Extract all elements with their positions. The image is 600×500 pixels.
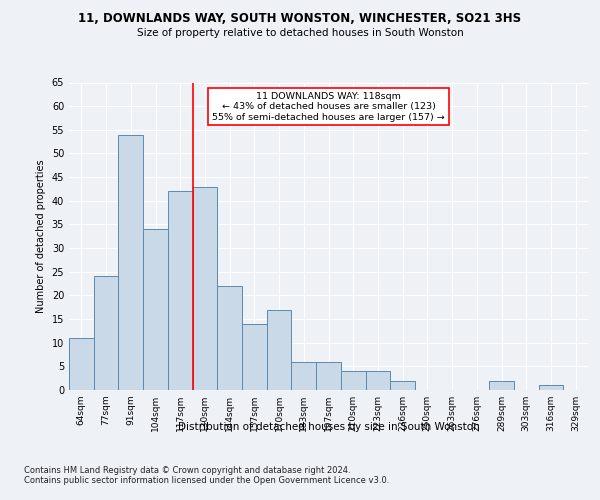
Bar <box>168 192 193 390</box>
Bar <box>292 362 316 390</box>
Bar <box>267 310 292 390</box>
Bar <box>69 338 94 390</box>
Text: 11, DOWNLANDS WAY, SOUTH WONSTON, WINCHESTER, SO21 3HS: 11, DOWNLANDS WAY, SOUTH WONSTON, WINCHE… <box>79 12 521 26</box>
Bar <box>539 386 563 390</box>
Bar <box>143 229 168 390</box>
Bar <box>341 371 365 390</box>
Bar <box>242 324 267 390</box>
Bar <box>94 276 118 390</box>
Bar <box>316 362 341 390</box>
Text: 11 DOWNLANDS WAY: 118sqm
← 43% of detached houses are smaller (123)
55% of semi-: 11 DOWNLANDS WAY: 118sqm ← 43% of detach… <box>212 92 445 122</box>
Bar <box>118 134 143 390</box>
Text: Size of property relative to detached houses in South Wonston: Size of property relative to detached ho… <box>137 28 463 38</box>
Text: Contains HM Land Registry data © Crown copyright and database right 2024.
Contai: Contains HM Land Registry data © Crown c… <box>24 466 389 485</box>
Bar <box>217 286 242 390</box>
Bar <box>390 380 415 390</box>
Text: Distribution of detached houses by size in South Wonston: Distribution of detached houses by size … <box>178 422 479 432</box>
Bar <box>193 186 217 390</box>
Y-axis label: Number of detached properties: Number of detached properties <box>36 160 46 313</box>
Bar <box>365 371 390 390</box>
Bar <box>489 380 514 390</box>
